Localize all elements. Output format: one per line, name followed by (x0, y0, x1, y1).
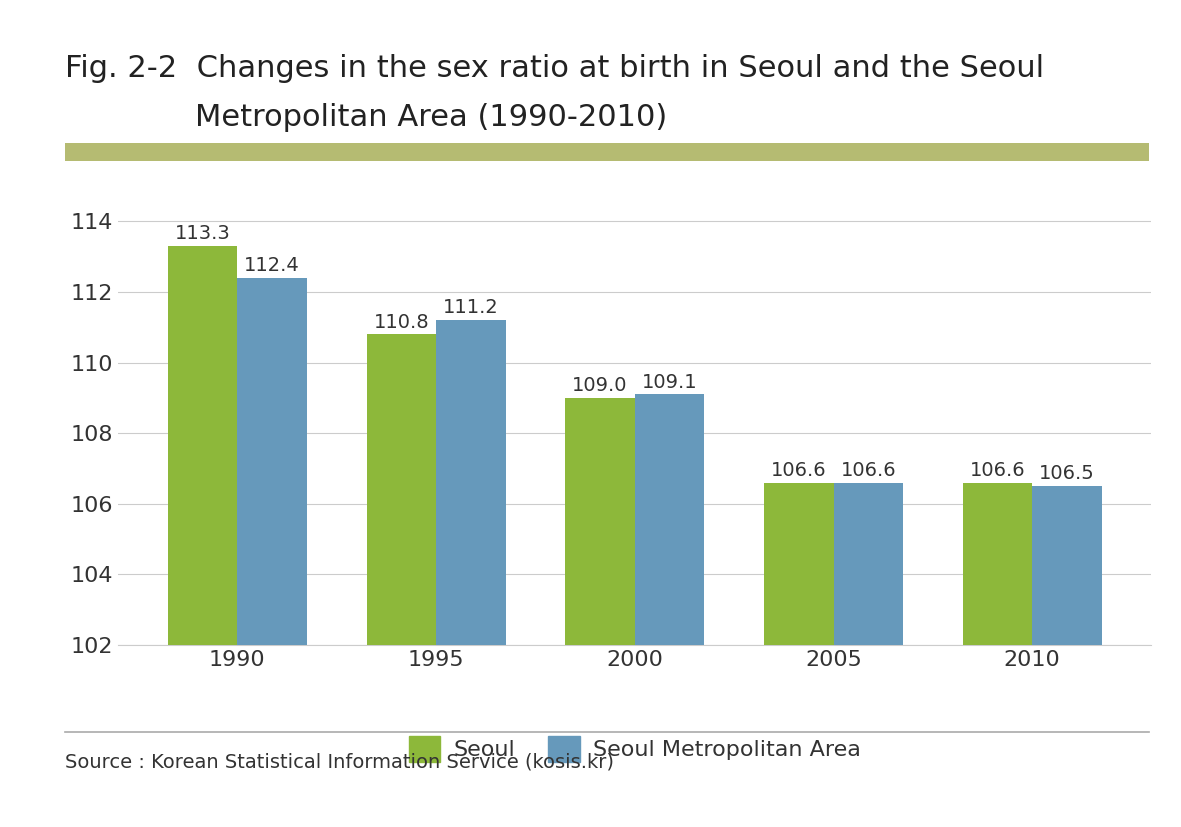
Text: 109.0: 109.0 (573, 376, 628, 395)
Bar (635, 394, 704, 645)
Text: 110.8: 110.8 (373, 313, 429, 332)
Text: 109.1: 109.1 (641, 372, 697, 391)
Bar (436, 320, 505, 645)
Bar (366, 334, 436, 645)
Text: Metropolitan Area (1990-2010): Metropolitan Area (1990-2010) (195, 103, 667, 132)
Text: Source : Korean Statistical Information Service (kosis.kr): Source : Korean Statistical Information … (65, 753, 614, 772)
Bar (1032, 486, 1102, 645)
Bar (834, 483, 903, 645)
Text: Fig. 2-2  Changes in the sex ratio at birth in Seoul and the Seoul: Fig. 2-2 Changes in the sex ratio at bir… (65, 54, 1044, 83)
Bar (963, 483, 1032, 645)
Bar (764, 483, 834, 645)
Text: 112.4: 112.4 (244, 256, 300, 275)
Bar (168, 246, 237, 645)
Text: 106.6: 106.6 (841, 461, 896, 480)
Bar (237, 278, 307, 645)
Text: 106.6: 106.6 (771, 461, 827, 480)
Bar (566, 398, 635, 645)
Legend: Seoul, Seoul Metropolitan Area: Seoul, Seoul Metropolitan Area (400, 727, 869, 771)
Text: 113.3: 113.3 (175, 224, 230, 243)
Text: 106.5: 106.5 (1039, 464, 1095, 483)
Text: 111.2: 111.2 (443, 299, 498, 318)
Text: 106.6: 106.6 (970, 461, 1025, 480)
